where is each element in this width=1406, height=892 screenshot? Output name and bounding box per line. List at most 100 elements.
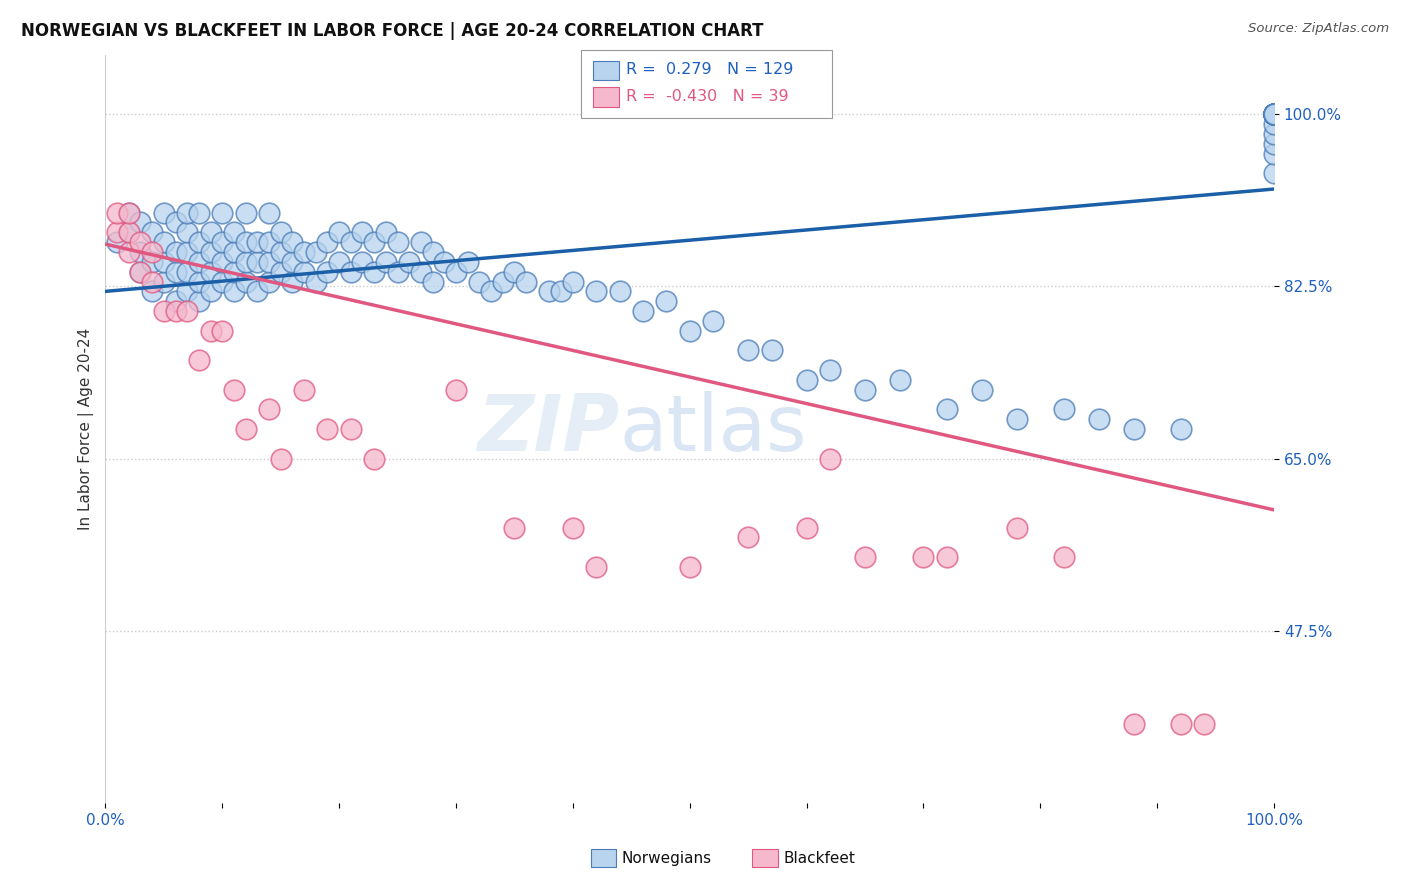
Point xyxy=(1263,107,1285,121)
Point xyxy=(292,383,315,397)
Point xyxy=(1263,107,1285,121)
Point xyxy=(457,255,479,269)
Text: Norwegians: Norwegians xyxy=(621,851,711,865)
Point xyxy=(387,235,409,249)
Point xyxy=(235,255,257,269)
Point xyxy=(165,304,187,318)
Point xyxy=(187,235,209,249)
Point xyxy=(281,255,304,269)
Point xyxy=(1263,127,1285,141)
Point xyxy=(118,205,141,219)
Point xyxy=(316,265,339,279)
Point xyxy=(187,275,209,289)
Point xyxy=(176,205,198,219)
Point xyxy=(235,205,257,219)
Point xyxy=(305,245,328,260)
Text: Source: ZipAtlas.com: Source: ZipAtlas.com xyxy=(1249,22,1389,36)
Point xyxy=(374,255,396,269)
Point xyxy=(796,373,818,387)
Point xyxy=(187,205,209,219)
Point xyxy=(246,285,269,299)
Point xyxy=(737,343,759,358)
Point xyxy=(257,275,280,289)
Point xyxy=(257,255,280,269)
Point xyxy=(165,245,187,260)
Point xyxy=(1170,422,1192,436)
Point xyxy=(305,275,328,289)
Point xyxy=(176,225,198,239)
Point xyxy=(679,560,702,574)
Point xyxy=(1005,520,1028,534)
Point xyxy=(409,235,432,249)
Point xyxy=(187,294,209,309)
Point xyxy=(211,235,233,249)
Point xyxy=(129,265,152,279)
Point xyxy=(1263,107,1285,121)
Point xyxy=(153,275,176,289)
Point xyxy=(340,265,363,279)
Point xyxy=(561,275,583,289)
Point xyxy=(153,205,176,219)
Point xyxy=(153,235,176,249)
Point xyxy=(105,235,128,249)
Point xyxy=(374,225,396,239)
Text: R =  -0.430   N = 39: R = -0.430 N = 39 xyxy=(626,89,789,103)
Point xyxy=(422,275,444,289)
Point xyxy=(631,304,654,318)
Point xyxy=(1170,717,1192,731)
Point xyxy=(702,314,724,328)
Point xyxy=(352,225,374,239)
Point xyxy=(398,255,420,269)
Point xyxy=(165,215,187,229)
Point xyxy=(328,225,350,239)
Point xyxy=(1263,107,1285,121)
Point xyxy=(585,285,607,299)
Point xyxy=(118,245,141,260)
Point xyxy=(1263,107,1285,121)
Point xyxy=(141,255,163,269)
Point xyxy=(211,324,233,338)
Text: NORWEGIAN VS BLACKFEET IN LABOR FORCE | AGE 20-24 CORRELATION CHART: NORWEGIAN VS BLACKFEET IN LABOR FORCE | … xyxy=(21,22,763,40)
Point xyxy=(246,235,269,249)
Point xyxy=(176,285,198,299)
Point xyxy=(200,225,222,239)
Point xyxy=(257,402,280,417)
Point xyxy=(503,520,526,534)
Point xyxy=(761,343,783,358)
Point xyxy=(340,235,363,249)
Point xyxy=(1263,107,1285,121)
Point xyxy=(200,285,222,299)
Point xyxy=(235,275,257,289)
Point xyxy=(118,225,141,239)
Point xyxy=(796,520,818,534)
Point xyxy=(479,285,502,299)
Point xyxy=(538,285,561,299)
Point xyxy=(187,255,209,269)
Point xyxy=(1122,422,1144,436)
Y-axis label: In Labor Force | Age 20-24: In Labor Force | Age 20-24 xyxy=(79,328,94,531)
Point xyxy=(222,225,245,239)
Point xyxy=(200,245,222,260)
Point xyxy=(211,205,233,219)
Point xyxy=(176,265,198,279)
Text: ZIP: ZIP xyxy=(478,392,620,467)
Point xyxy=(165,265,187,279)
Point xyxy=(550,285,572,299)
Point xyxy=(1263,107,1285,121)
Point xyxy=(141,275,163,289)
Point xyxy=(1263,117,1285,131)
Point xyxy=(141,245,163,260)
Point xyxy=(515,275,537,289)
Point xyxy=(1263,136,1285,151)
Point xyxy=(222,265,245,279)
Point xyxy=(129,245,152,260)
Point xyxy=(1053,402,1076,417)
Point xyxy=(176,304,198,318)
Text: atlas: atlas xyxy=(620,392,807,467)
Point xyxy=(422,245,444,260)
Point xyxy=(853,550,876,565)
Point xyxy=(1263,146,1285,161)
Point xyxy=(105,205,128,219)
Point xyxy=(340,422,363,436)
Point xyxy=(737,531,759,545)
